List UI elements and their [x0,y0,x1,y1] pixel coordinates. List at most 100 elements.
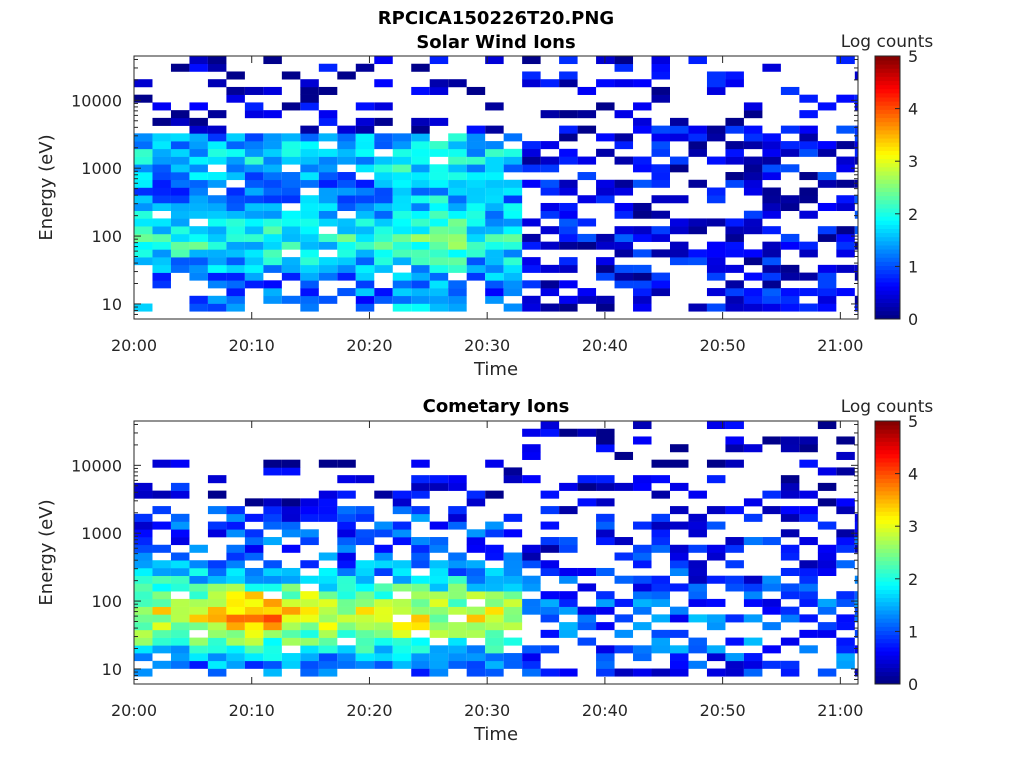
spectrogram-cell [355,218,375,227]
spectrogram-cell [411,537,430,546]
spectrogram-cell [799,560,818,569]
spectrogram-cell [392,179,412,188]
spectrogram-cell [226,195,245,204]
spectrogram-cell [836,544,855,553]
spectrogram-cell [134,637,153,646]
spectrogram-cell [318,598,338,607]
spectrogram-cell [355,606,375,615]
spectrogram-cell [300,303,319,312]
spectrogram-cell [651,56,670,65]
spectrogram-cell [762,295,781,304]
spectrogram-cell [725,218,744,227]
spectrogram-cell [743,125,763,134]
spectrogram-cell [374,598,393,607]
spectrogram-cell [152,226,171,235]
spectrogram-cell [522,241,541,250]
spectrogram-cell [522,218,541,227]
spectrogram-cell [614,133,634,142]
spectrogram-cell [725,141,744,150]
colorbar-step [875,614,900,619]
spectrogram-cell [466,179,486,188]
spectrogram-cell [281,71,301,80]
spectrogram-cell [651,583,670,592]
spectrogram-cell [854,295,858,304]
spectrogram-cell [743,102,763,111]
spectrogram-cell [577,428,597,437]
spectrogram-cell [355,506,375,515]
spectrogram-cell [633,79,652,88]
spectrogram-cell [281,513,301,522]
spectrogram-cell [263,560,282,569]
spectrogram-cell [706,622,726,631]
spectrogram-cell [207,280,227,289]
spectrogram-cell [429,210,449,219]
spectrogram-cell [743,141,763,150]
spectrogram-cell [725,117,744,126]
spectrogram-cell [651,172,670,181]
colorbar-step [875,659,900,664]
y-axis-label: Energy (eV) [36,134,57,240]
spectrogram-cell [633,653,652,662]
spectrogram-cell [466,218,486,227]
spectrogram-cell [189,272,208,281]
spectrogram-cell [374,295,393,304]
spectrogram-cell [392,303,412,312]
spectrogram-cell [466,645,486,654]
spectrogram-cell [522,475,541,484]
colorbar-step [875,162,900,168]
spectrogram-cell [540,179,560,188]
spectrogram-cell [522,264,541,273]
spectrogram-cell [318,187,338,196]
spectrogram-cell [448,575,467,584]
spectrogram-cell [780,529,800,538]
spectrogram-cell [688,141,707,150]
spectrogram-cell [485,606,504,615]
spectrogram-cell [170,560,190,569]
spectrogram-cell [706,241,726,250]
spectrogram-cell [559,241,578,250]
spectrogram-cell [669,218,689,227]
spectrogram-cell [762,303,781,312]
spectrogram-cell [355,179,375,188]
colorbar-step [875,314,900,320]
colorbar-step [875,474,900,479]
spectrogram-cell [466,141,486,150]
spectrogram-cell [244,645,264,654]
spectrogram-cell [503,233,523,242]
colorbar-step [875,286,900,291]
colorbar-step [875,282,900,287]
spectrogram-cell [540,598,560,607]
spectrogram-cell [244,187,264,196]
spectrogram-cell [429,288,449,297]
spectrogram-cell [374,187,393,196]
spectrogram-cell [725,560,744,569]
spectrogram-cell [559,280,578,289]
spectrogram-cell [448,521,467,530]
colorbar-step [875,158,900,164]
spectrogram-cell [226,653,245,662]
spectrogram-cell [596,79,615,88]
spectrogram-cell [669,195,689,204]
spectrogram-cell [836,560,855,569]
spectrogram-cell [725,653,744,662]
spectrogram-cell [152,459,171,468]
spectrogram-cell [429,629,449,638]
spectrogram-cell [651,280,670,289]
spectrogram-cell [485,233,504,242]
spectrogram-cell [318,506,338,515]
spectrogram-cell [743,575,763,584]
spectrogram-cell [503,156,523,165]
y-tick-label: 100 [91,227,122,246]
spectrogram-cell [207,295,227,304]
spectrogram-cell [337,264,356,273]
spectrogram-cell [836,94,855,103]
spectrogram-cell [374,141,393,150]
spectrogram-cell [836,179,855,188]
spectrogram-cell [633,249,652,258]
spectrogram-cell [799,506,818,515]
spectrogram-cell [263,467,282,476]
spectrogram-cell [522,79,541,88]
spectrogram-cell [244,226,264,235]
spectrogram-cell [207,156,227,165]
y-tick-label: 100 [91,592,122,611]
